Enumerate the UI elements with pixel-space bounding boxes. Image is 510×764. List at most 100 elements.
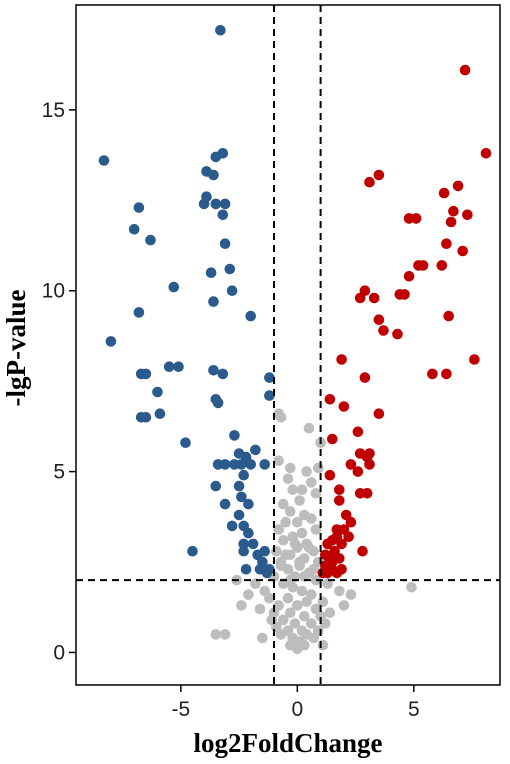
data-point-ns [282, 592, 294, 604]
data-point-down [240, 564, 252, 575]
data-point-up [364, 176, 375, 188]
data-point-down [264, 372, 275, 383]
data-point-ns [345, 589, 357, 600]
data-point-down [208, 296, 219, 307]
data-point-ns [334, 585, 345, 597]
data-point-down [210, 151, 222, 163]
data-point-up [336, 354, 347, 365]
data-point-down [215, 25, 226, 36]
data-point-up [343, 531, 354, 542]
points-layer [98, 25, 492, 655]
y-tick-label: 5 [53, 461, 65, 484]
data-point-ns [306, 618, 317, 629]
data-point-down [233, 509, 245, 521]
data-point-ns [273, 524, 285, 535]
data-point-up [368, 292, 380, 304]
y-axis: 0 5 10 15 [42, 99, 76, 664]
y-tick-label: 15 [42, 99, 65, 122]
data-point-down [245, 310, 256, 322]
data-point-down [210, 198, 222, 210]
data-point-down [219, 498, 231, 510]
data-point-ns [278, 498, 289, 510]
data-point-ns [271, 621, 282, 633]
data-point-down [135, 368, 147, 380]
data-point-ns [299, 639, 310, 651]
data-point-ns [313, 625, 324, 636]
data-point-down [154, 408, 166, 420]
data-point-ns [278, 535, 289, 546]
data-point-down [210, 480, 222, 492]
data-point-ns [317, 639, 329, 651]
data-point-ns [306, 513, 317, 524]
y-tick-label: 0 [53, 641, 65, 664]
data-point-up [320, 549, 331, 561]
data-point-ns [264, 592, 275, 604]
plot-frame [75, 4, 501, 686]
data-point-up [338, 401, 350, 412]
data-point-down [198, 198, 210, 210]
data-point-up [469, 354, 480, 365]
data-point-up [436, 260, 448, 271]
data-point-down [245, 459, 256, 470]
x-axis-title: log2FoldChange [193, 728, 382, 758]
data-point-up [427, 368, 438, 380]
data-point-down [259, 545, 271, 557]
data-point-ns [289, 538, 301, 550]
data-point-up [394, 289, 406, 300]
data-point-up [322, 538, 333, 550]
data-point-down [226, 285, 238, 297]
data-point-down [226, 520, 238, 532]
data-point-up [392, 328, 403, 340]
data-point-ns [294, 495, 305, 506]
data-point-up [336, 538, 347, 550]
data-point-ns [285, 462, 296, 474]
x-tick-label: 5 [408, 698, 420, 721]
data-point-ns [294, 556, 305, 568]
y-axis-title: -lgP-value [1, 289, 31, 406]
data-point-ns [406, 582, 417, 593]
data-point-ns [296, 484, 308, 496]
data-point-ns [287, 484, 299, 496]
data-point-down [254, 564, 266, 575]
x-axis: -5 0 5 [171, 685, 420, 721]
data-point-down [236, 459, 247, 470]
data-point-up [480, 148, 492, 159]
data-point-ns [301, 466, 312, 477]
data-point-up [324, 469, 336, 481]
data-point-up [352, 426, 364, 438]
data-point-ns [296, 585, 308, 597]
data-point-down [212, 397, 224, 409]
data-point-down [208, 365, 219, 376]
data-point-up [361, 488, 373, 499]
data-point-up [327, 556, 338, 568]
data-point-up [443, 310, 455, 322]
data-point-up [438, 187, 450, 199]
data-point-up [441, 368, 452, 380]
data-point-down [229, 430, 240, 441]
data-point-ns [243, 589, 254, 600]
x-tick-label: -5 [171, 698, 190, 721]
data-point-up [373, 169, 385, 181]
data-point-down [173, 361, 184, 373]
data-point-ns [310, 524, 322, 535]
data-point-down [168, 281, 180, 293]
data-point-ns [254, 603, 266, 615]
data-point-up [373, 314, 385, 326]
data-point-ns [285, 639, 296, 651]
data-point-ns [268, 607, 280, 618]
data-point-up [352, 466, 364, 477]
y-tick-label: 10 [42, 280, 65, 303]
data-point-up [364, 459, 375, 470]
data-point-up [345, 459, 357, 470]
data-point-ns [303, 422, 315, 434]
data-point-up [403, 271, 415, 282]
data-point-ns [310, 488, 322, 499]
data-point-down [133, 202, 145, 213]
data-point-down [208, 169, 219, 181]
data-point-up [403, 213, 415, 224]
data-point-up [457, 245, 469, 257]
data-point-up [345, 516, 357, 528]
data-point-ns [292, 600, 303, 611]
data-point-up [359, 372, 371, 383]
